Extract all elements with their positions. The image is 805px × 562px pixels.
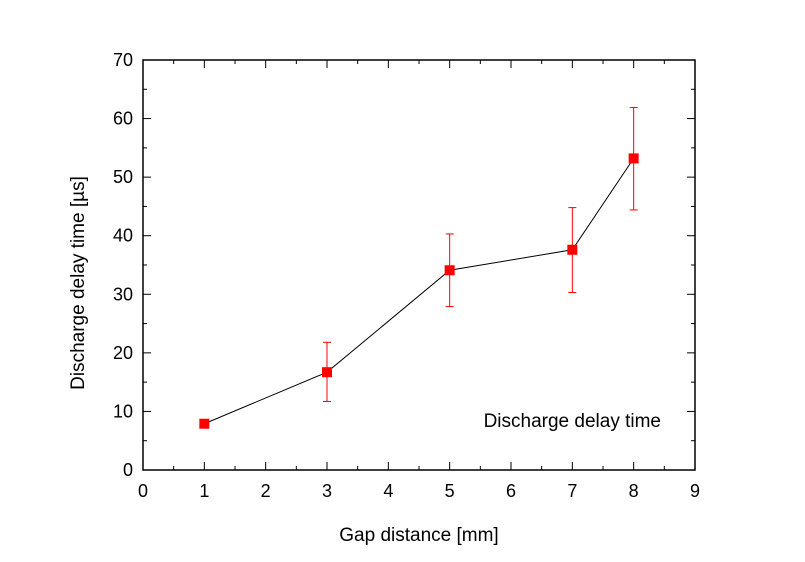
y-tick-label: 70: [113, 50, 133, 70]
data-point: [567, 244, 578, 255]
y-tick-label: 30: [113, 284, 133, 304]
x-tick-label: 0: [138, 481, 148, 501]
x-tick-label: 2: [261, 481, 271, 501]
tick-labels: 0 1 2 3 4 5 6 7 8 9 0 10 20 30 40 50 60 70: [113, 50, 700, 501]
x-tick-label: 8: [629, 481, 639, 501]
y-tick-label: 0: [123, 460, 133, 480]
x-tick-label: 6: [506, 481, 516, 501]
data-markers: [199, 153, 639, 429]
x-tick-label: 5: [445, 481, 455, 501]
error-bars: [323, 106, 638, 402]
data-point: [444, 265, 455, 276]
plot-frame: [142, 59, 696, 471]
y-tick-label: 10: [113, 401, 133, 421]
data-point: [628, 153, 639, 164]
y-tick-label: 40: [113, 226, 133, 246]
y-tick-label: 50: [113, 167, 133, 187]
data-point: [322, 367, 332, 378]
data-point: [199, 418, 210, 429]
y-tick-label: 20: [113, 343, 133, 363]
x-tick-label: 9: [690, 481, 700, 501]
x-tick-label: 3: [322, 481, 332, 501]
y-axis-label: Discharge delay time [µs]: [68, 176, 89, 390]
series-line: [204, 158, 635, 425]
x-tick-label: 4: [383, 481, 393, 501]
x-axis-label: Gap distance [mm]: [339, 525, 498, 546]
x-tick-label: 7: [567, 481, 577, 501]
tick-marks: [142, 59, 696, 471]
x-tick-label: 1: [199, 481, 209, 501]
legend-label: Discharge delay time: [484, 411, 661, 432]
y-tick-label: 60: [113, 109, 133, 129]
